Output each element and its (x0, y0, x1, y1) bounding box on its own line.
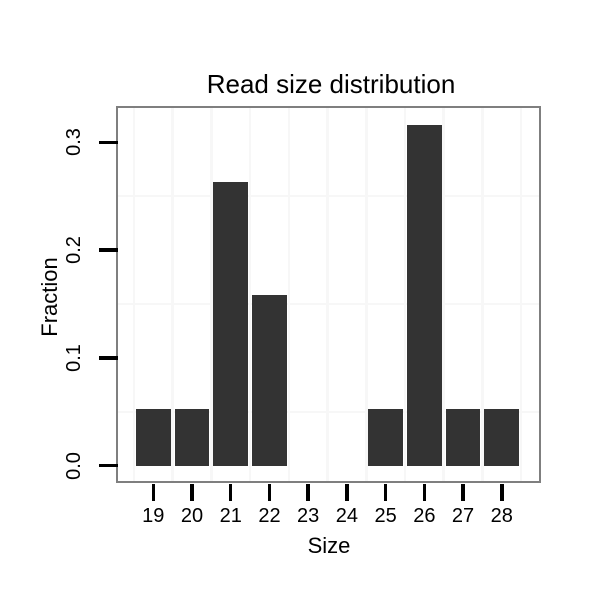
y-tick-label: 0.2 (62, 236, 85, 264)
minor-gridline-vertical (519, 108, 523, 481)
x-tick-label: 27 (451, 505, 475, 527)
x-axis-tick (500, 483, 504, 501)
y-tick-label: 0.3 (62, 128, 85, 157)
minor-gridline-vertical (365, 108, 368, 481)
chart-title: Read size distribution (206, 69, 456, 99)
y-tick-label: 0.0 (62, 451, 85, 480)
minor-gridline-vertical (287, 108, 291, 481)
minor-gridline-vertical (210, 108, 213, 481)
x-tick-label: 25 (374, 505, 397, 527)
x-tick-label: 28 (490, 505, 513, 527)
x-tick-label: 21 (219, 505, 242, 527)
minor-gridline-vertical (248, 108, 252, 481)
minor-gridline-horizontal (118, 410, 539, 414)
y-axis-tick (99, 140, 118, 145)
minor-gridline-vertical (326, 108, 329, 481)
x-tick-label: 19 (142, 505, 165, 527)
y-tick-label: 0.1 (62, 343, 85, 372)
minor-gridline-vertical (171, 108, 174, 481)
y-axis-tick (99, 356, 118, 360)
plot-panel-border (116, 106, 541, 483)
y-axis-tick (99, 463, 118, 468)
y-axis-tick (99, 248, 118, 252)
x-axis-tick (383, 483, 388, 501)
x-axis-tick (190, 483, 194, 501)
minor-gridline-vertical (442, 108, 445, 481)
x-axis-tick (267, 483, 272, 501)
bar-size-25 (368, 408, 404, 466)
minor-gridline-vertical (132, 108, 136, 481)
bar-size-19 (135, 408, 171, 466)
x-tick-label: 20 (180, 505, 204, 527)
x-tick-label: 22 (258, 505, 281, 527)
x-axis-tick (306, 483, 310, 501)
bar-size-21 (213, 181, 249, 466)
x-tick-label: 24 (335, 505, 359, 527)
x-axis-tick (345, 483, 349, 501)
minor-gridline-vertical (481, 108, 484, 481)
y-axis-label: Fraction (37, 257, 62, 337)
x-axis-tick (461, 483, 465, 501)
x-axis-tick (422, 483, 427, 501)
x-tick-label: 26 (413, 505, 436, 527)
minor-gridline-horizontal (118, 302, 539, 306)
bar-size-20 (174, 408, 210, 466)
bar-size-27 (445, 408, 481, 466)
minor-gridline-horizontal (118, 194, 539, 198)
x-tick-label: 23 (297, 505, 320, 527)
bar-size-26 (406, 125, 442, 466)
bar-size-28 (484, 408, 520, 466)
bar-size-22 (252, 295, 287, 466)
x-axis-tick (228, 483, 233, 501)
minor-gridline-vertical (403, 108, 407, 481)
x-axis-label: Size (307, 533, 351, 558)
x-axis-tick (151, 483, 156, 501)
